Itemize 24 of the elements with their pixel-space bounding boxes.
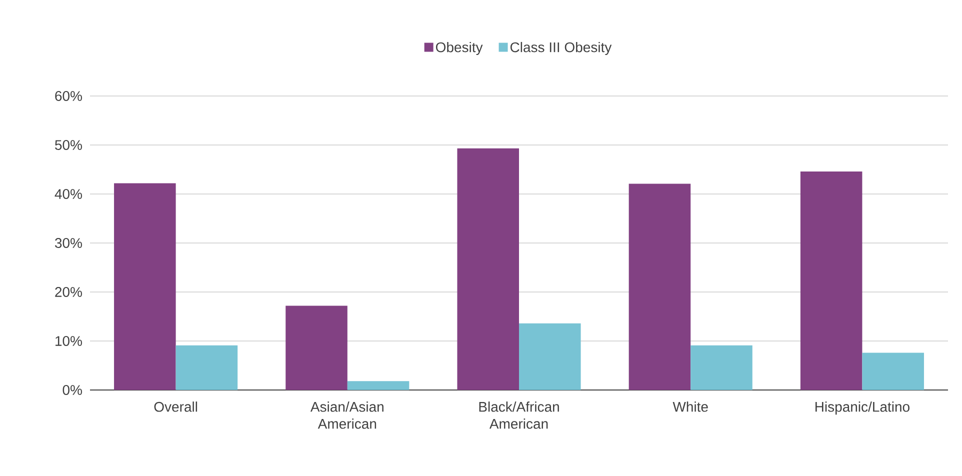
bar [628,184,691,390]
bar [800,171,862,390]
bar [114,183,176,390]
bar [286,306,348,390]
bar [690,345,752,390]
y-tick-label: 30% [54,238,82,248]
bar [176,345,238,390]
y-tick-label: 60% [55,91,82,101]
bar [347,381,410,390]
y-tick-label: 40% [54,189,82,199]
y-tick-label: 0% [62,385,82,395]
legend-label: Obesity [436,42,483,55]
x-tick-label: Hispanic/Latino [816,402,910,415]
y-tick-label: 50% [55,140,82,150]
legend-label: Class III Obesity [510,42,612,55]
bar [862,352,924,390]
x-tick-label: Asian/Asian American [310,402,384,429]
x-tick-label: Black/African American [479,402,559,429]
bar [519,323,581,390]
y-tick-label: 10% [56,336,82,346]
x-tick-label: White [672,402,708,412]
y-tick-label: 20% [55,287,82,297]
bar [457,148,520,390]
x-tick-label: Overall [154,402,198,412]
